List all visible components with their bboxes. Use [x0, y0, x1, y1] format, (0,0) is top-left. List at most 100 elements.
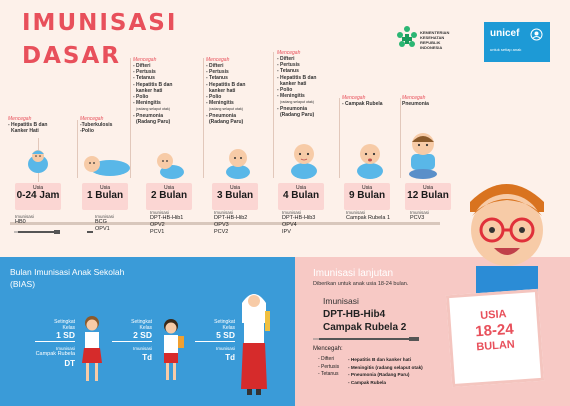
- prevent-heading: Mencegah: [402, 95, 426, 101]
- prevent-heading: Mencegah: [342, 95, 366, 101]
- prevent-heading: Mencegah: [277, 50, 301, 56]
- prevent-item: kanker hati: [280, 80, 307, 87]
- prevent-item: - Tetanus: [277, 68, 299, 75]
- prevent-item: - Tetanus: [206, 75, 228, 82]
- vaccine-item: DPT-HB-Hib1: [150, 215, 184, 221]
- age-badge-2: Usia 2 Bulan: [146, 183, 192, 210]
- prevent-item: - Pertusis: [277, 62, 300, 69]
- age-badge-4: Usia 4 Bulan: [278, 183, 324, 210]
- vaccine-item: OPV4: [282, 222, 297, 228]
- prevent-item: (Radang Paru): [280, 111, 315, 118]
- prevent-item: - Hepatitis B dan: [133, 81, 173, 88]
- prevent-item: kanker hati: [209, 87, 236, 94]
- imun-heading: Imunisasi: [15, 214, 35, 219]
- lanjutan-prevent-list-left: - Difteri - Pertusis - Tetanus: [318, 356, 339, 379]
- grade-value: 5 SD: [195, 331, 235, 342]
- prevent-item: Kanker Hati: [11, 128, 39, 135]
- age-badge-3: Usia 3 Bulan: [212, 183, 258, 210]
- lanjutan-title: Imunisasi lanjutan: [313, 268, 394, 279]
- prevent-item: - Meningitis: [133, 100, 161, 107]
- prevent-item: (Radang Paru): [209, 118, 244, 125]
- prevent-item: (radang selaput otak): [136, 107, 170, 112]
- prevent-item: - Tetanus: [318, 371, 339, 377]
- grade-imun: Imunisasi: [132, 346, 152, 351]
- stage-divider: [400, 98, 401, 178]
- vaccine-item: OPV3: [214, 222, 229, 228]
- grade-label: Setingkat: [54, 319, 75, 325]
- prevent-item: - Pneumonia: [206, 112, 237, 119]
- grade-label: Kelas: [139, 325, 152, 331]
- grade-label: Setingkat: [131, 319, 152, 325]
- lanjutan-prevent-label: Mencegah:: [313, 346, 343, 352]
- imun-heading: Imunisasi: [410, 210, 430, 215]
- prevent-item: - Difteri: [206, 63, 224, 69]
- vaccine-item: DPT-HB-Hib2: [214, 215, 248, 221]
- age-unit: Usia: [361, 185, 372, 191]
- grade-label: Kelas: [222, 325, 235, 331]
- prevent-item: - Polio: [206, 94, 222, 101]
- prevent-item: - Meningitis: [277, 93, 305, 100]
- stage-divider: [130, 58, 131, 178]
- prevent-item: (radang selaput otak): [280, 100, 314, 105]
- imun-heading: Imunisasi: [346, 210, 366, 215]
- sitting-baby-icon: [291, 144, 317, 179]
- age-sign: USIA 18-24 BULAN: [445, 288, 545, 388]
- age-unit: Usia: [295, 185, 306, 191]
- stage-0-vaccines: Imunisasi HB0: [15, 214, 65, 226]
- stage-5-vaccines: Imunisasi Campak Rubela 1: [346, 210, 401, 222]
- stage-divider: [339, 98, 340, 178]
- age-value: 9 Bulan: [348, 190, 386, 201]
- bias-grade-1: Setingkat Kelas 1 SD Imunisasi Campak Ru…: [35, 319, 75, 368]
- syringe-icon: [87, 231, 93, 233]
- stage-4-vaccines: Imunisasi DPT-HB-Hib3 OPV4 IPV: [282, 210, 337, 236]
- age-badge-0: Usia 0-24 Jam: [15, 183, 61, 210]
- stage-divider: [77, 120, 78, 178]
- prevent-item: - Polio: [133, 94, 149, 101]
- bias-subtitle: (BIAS): [10, 279, 36, 289]
- unicef-tagline: untuk setiap anak: [490, 47, 522, 52]
- prevent-heading: Mencegah: [8, 116, 32, 122]
- prevent-item: - Hepatitis B dan: [8, 122, 48, 128]
- imun-heading: Imunisasi: [214, 210, 234, 215]
- prevent-heading: Mencegah: [80, 116, 104, 122]
- prevent-item: kanker hati: [136, 87, 163, 94]
- stage-divider: [273, 52, 274, 178]
- prevent-item: -Polio: [80, 128, 94, 135]
- prevent-item: -Tuberkulosis: [80, 122, 113, 128]
- stage-5-prevent: Mencegah - Campak Rubela: [342, 95, 402, 107]
- prevent-item: - Pertusis: [133, 69, 156, 76]
- stage-0-prevent: Mencegah - Hepatitis B dan Kanker Hati: [8, 116, 68, 134]
- schoolgirl-icon: [82, 316, 102, 381]
- prevent-item: - Hepatitis B dan kanker hati: [348, 357, 412, 362]
- vaccine-item: OPV1: [95, 226, 110, 232]
- prevent-item: - Hepatitis B dan: [206, 81, 246, 88]
- prevent-item: - Difteri: [277, 56, 295, 62]
- grade-imun: Imunisasi: [215, 346, 235, 351]
- age-unit: Usia: [163, 185, 174, 191]
- vaccine-item: OPV2: [150, 222, 165, 228]
- grade-imun: Imunisasi: [55, 346, 75, 351]
- lanjutan-subtitle: Diberikan untuk anak usia 18-24 bulan.: [313, 281, 409, 287]
- lanjutan-prevent-list-right: - Hepatitis B dan kanker hati - Meningit…: [348, 356, 423, 386]
- page-title-line2: DASAR: [22, 43, 121, 69]
- bias-grade-2: Setingkat Kelas 2 SD Imunisasi Td: [112, 319, 152, 362]
- stage-2-prevent: Mencegah - Difteri - Pertusis - Tetanus …: [133, 57, 201, 125]
- stage-2-vaccines: Imunisasi DPT-HB-Hib1 OPV2 PCV1: [150, 210, 205, 236]
- grade-label: Kelas: [62, 325, 75, 331]
- syringe-icon: [313, 337, 419, 341]
- prevent-item: Pneumonia: [402, 101, 429, 107]
- age-unit: Usia: [229, 185, 240, 191]
- kemenkes-logo: KEMENTERIAN KESEHATAN REPUBLIK INDONESIA: [396, 25, 454, 57]
- bias-title: Bulan Imunisasi Anak Sekolah: [10, 267, 125, 277]
- kemenkes-text-4: INDONESIA: [420, 45, 443, 50]
- prevent-item: - Hepatitis B dan: [277, 74, 317, 81]
- age-unit: Usia: [32, 185, 43, 191]
- prevent-item: - Difteri: [318, 356, 335, 362]
- stage-6-vaccines: Imunisasi PCV3: [410, 210, 450, 222]
- unicef-globe-icon: [530, 28, 543, 41]
- timeline-bar: [10, 222, 440, 225]
- stage-3-vaccines: Imunisasi DPT-HB-Hib2 OPV3 PCV2: [214, 210, 269, 236]
- schoolgirl-hijab-icon: [241, 294, 270, 395]
- vaccine-item: DPT-HB-Hib3: [282, 215, 316, 221]
- kemenkes-emblem-icon: [397, 26, 417, 47]
